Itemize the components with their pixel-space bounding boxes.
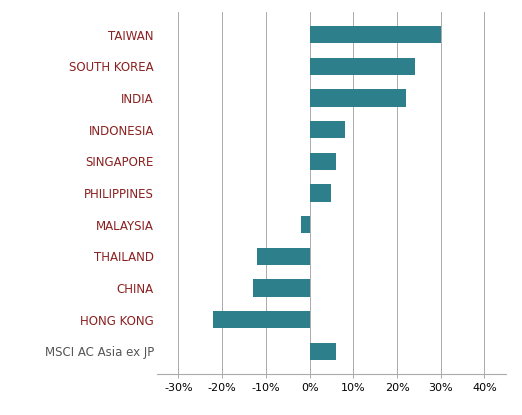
Bar: [310, 184, 331, 202]
Bar: [301, 216, 310, 233]
Bar: [310, 343, 336, 360]
Bar: [310, 89, 406, 107]
Bar: [310, 153, 336, 170]
Bar: [213, 311, 310, 328]
Bar: [257, 248, 310, 265]
Bar: [310, 26, 441, 43]
Bar: [310, 121, 345, 138]
Bar: [310, 58, 414, 75]
Bar: [253, 279, 310, 297]
